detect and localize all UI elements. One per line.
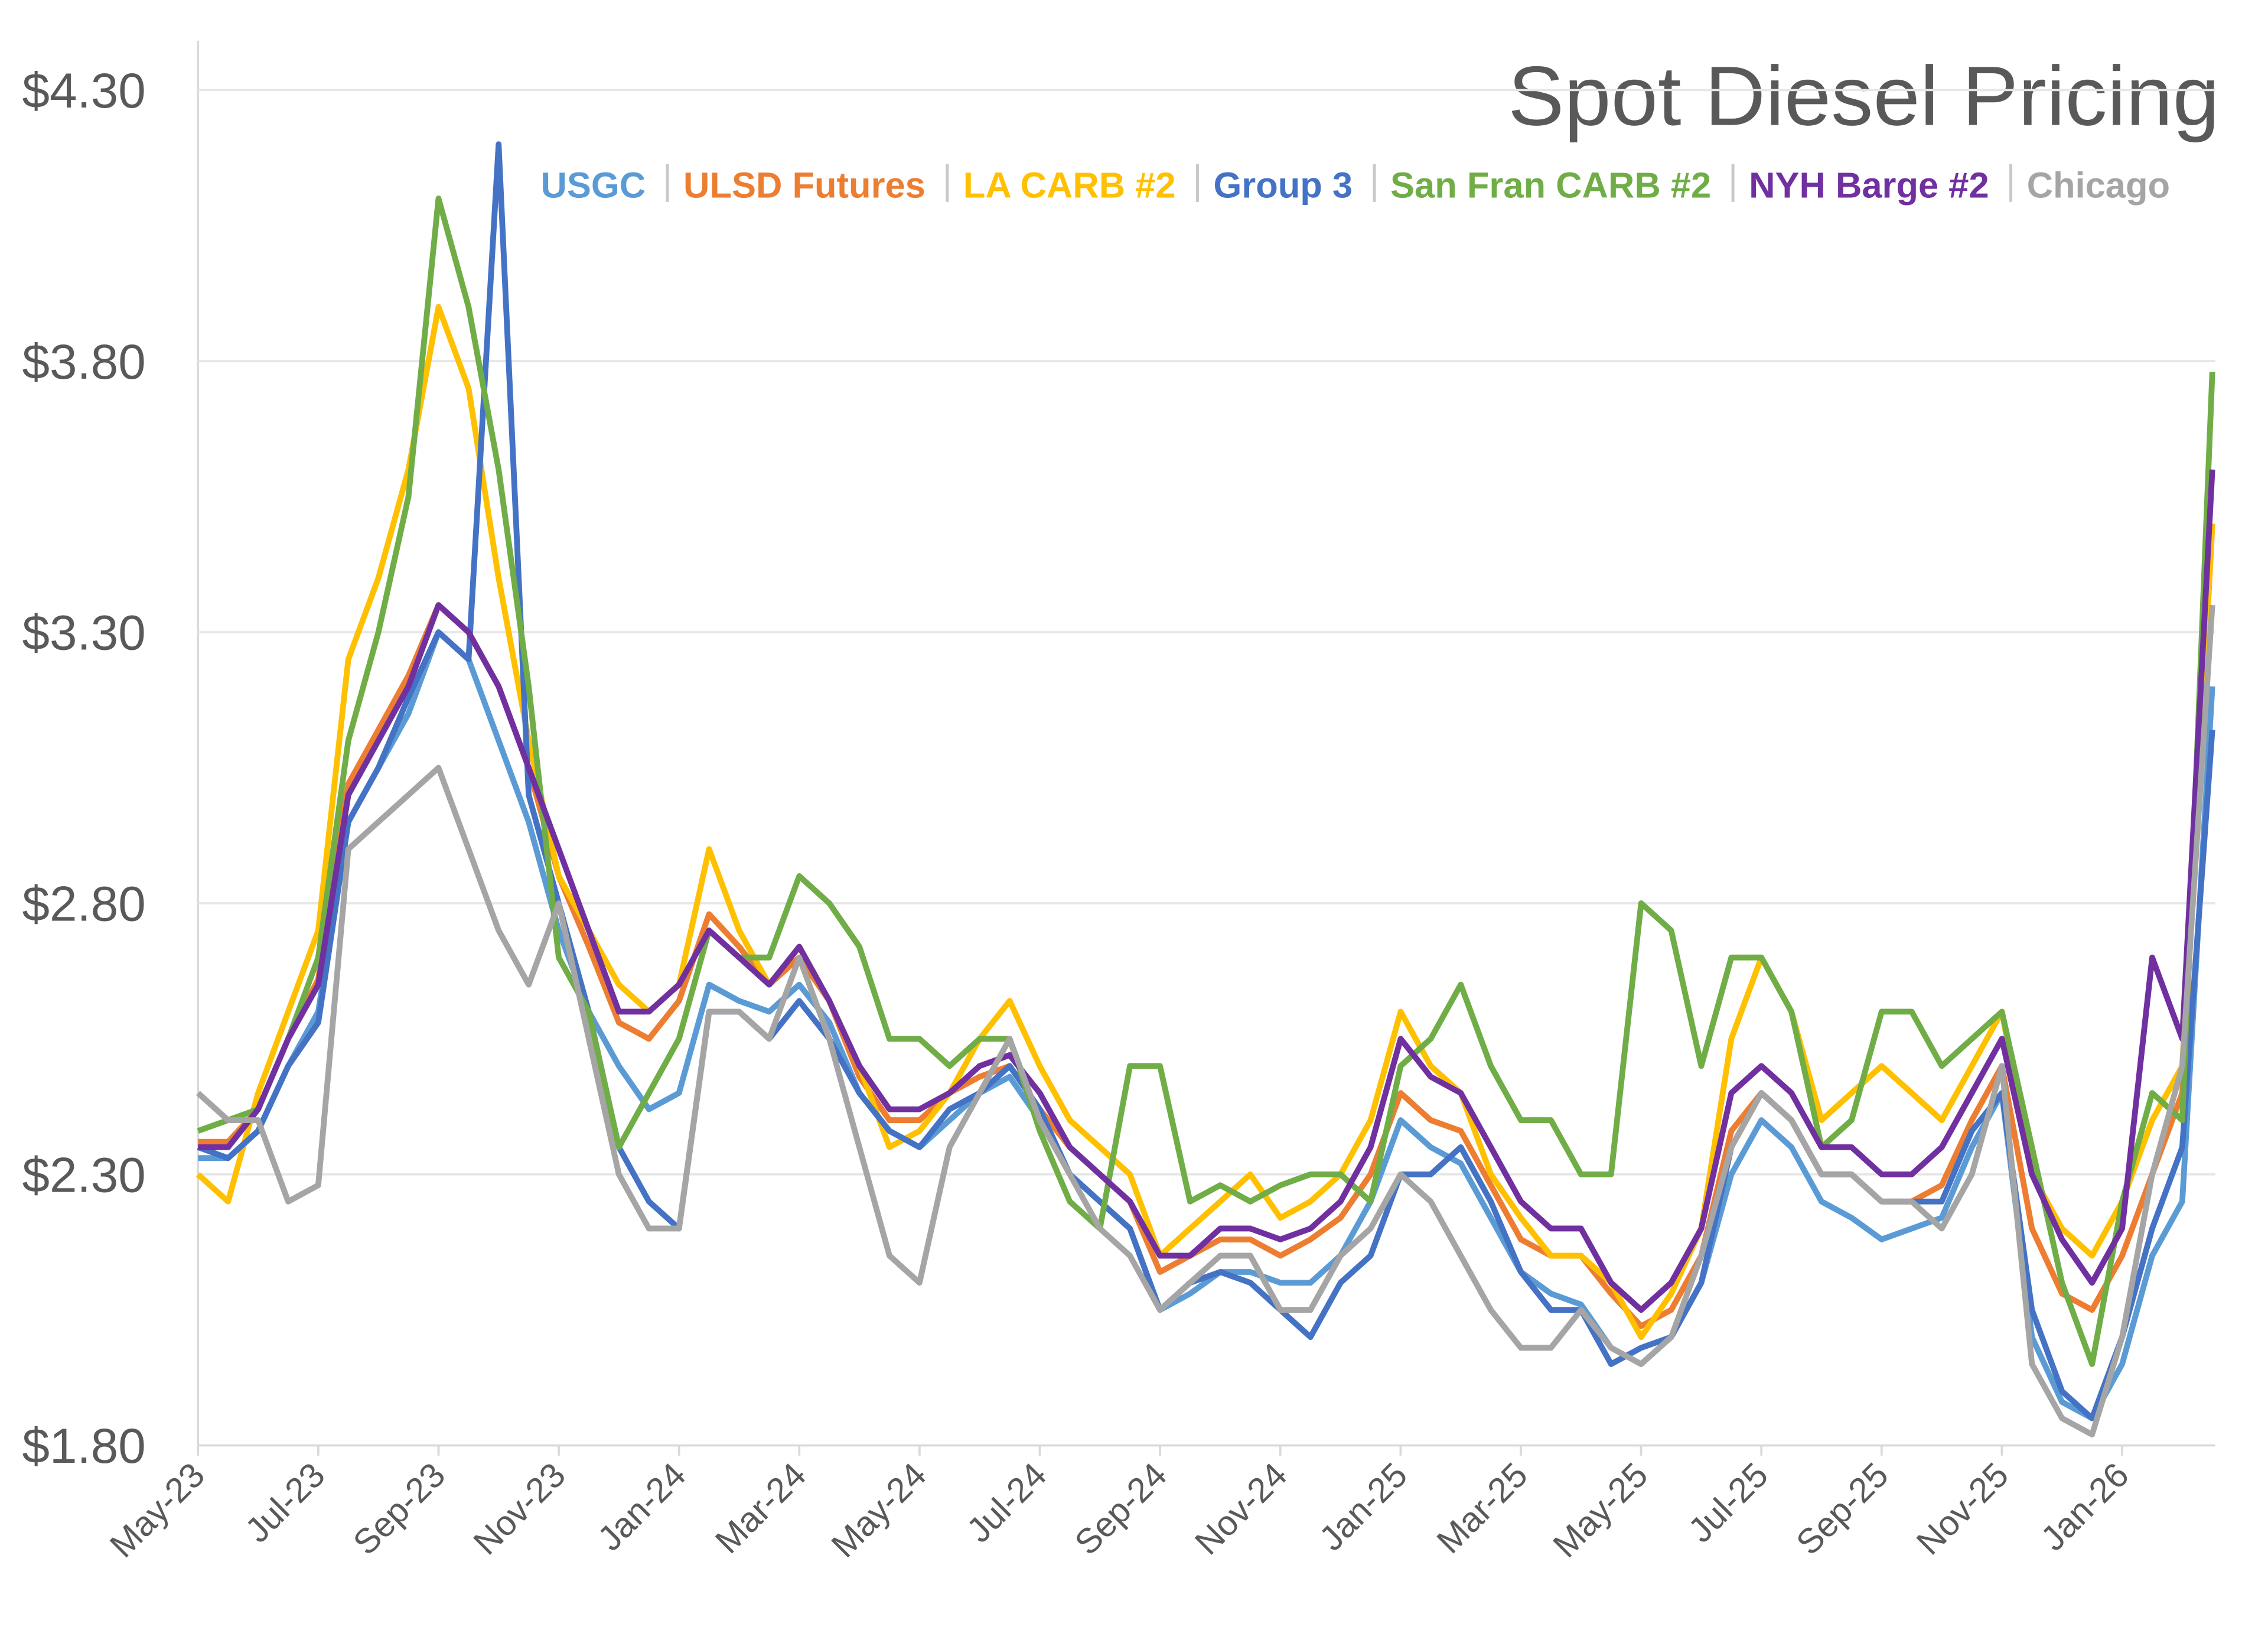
x-tick-label: Jul-24 [959,1455,1054,1550]
series-line [198,629,2215,1421]
legend-label: San Fran CARB #2 [1390,165,1711,206]
x-tick-label: May-24 [824,1455,934,1565]
x-tick-label: Sep-25 [1789,1455,1896,1562]
y-tick-label: $1.80 [22,1418,146,1473]
y-tick-label: $4.30 [22,63,146,118]
series-line [198,523,2215,1329]
x-tick-label: Nov-25 [1909,1455,2016,1562]
x-tick-label: Nov-23 [466,1455,573,1562]
legend-label: Group 3 [1213,165,1353,206]
plot-lines [195,141,2215,1438]
legend-label: Chicago [2027,165,2170,206]
x-tick-label: Jul-25 [1681,1455,1775,1550]
chart-title: Spot Diesel Pricing [1508,49,2220,143]
legend-label: USGC [541,165,646,206]
x-tick-label: Mar-24 [708,1455,813,1561]
series-line [195,604,2215,1438]
x-tick-label: May-25 [1546,1455,1656,1565]
x-tick-label: Sep-24 [1067,1455,1174,1562]
y-tick-label: $2.80 [22,876,146,931]
x-tick-label: Mar-25 [1429,1455,1535,1561]
x-tick-label: Sep-23 [346,1455,452,1562]
y-tick-label: $3.30 [22,605,146,661]
series-line [195,304,2215,1341]
legend-label: ULSD Futures [683,165,926,206]
legend-label: NYH Barge #2 [1749,165,1989,206]
grid [198,89,2215,1176]
y-tick-label: $2.30 [22,1147,146,1202]
x-tick-label: Jul-23 [238,1455,333,1550]
series-line [198,469,2215,1313]
x-tick-label: Jan-26 [2034,1455,2136,1558]
x-tick-label: Jan-25 [1312,1455,1415,1558]
y-tick-label: $3.80 [22,334,146,389]
x-tick-label: Nov-24 [1188,1455,1295,1562]
series-line [197,195,2215,1367]
x-tick-label: Jan-24 [590,1455,693,1558]
legend-label: LA CARB #2 [963,165,1176,206]
legend: USGC ULSD Futures LA CARB #2 Group 3 San Fra… [541,164,2170,206]
